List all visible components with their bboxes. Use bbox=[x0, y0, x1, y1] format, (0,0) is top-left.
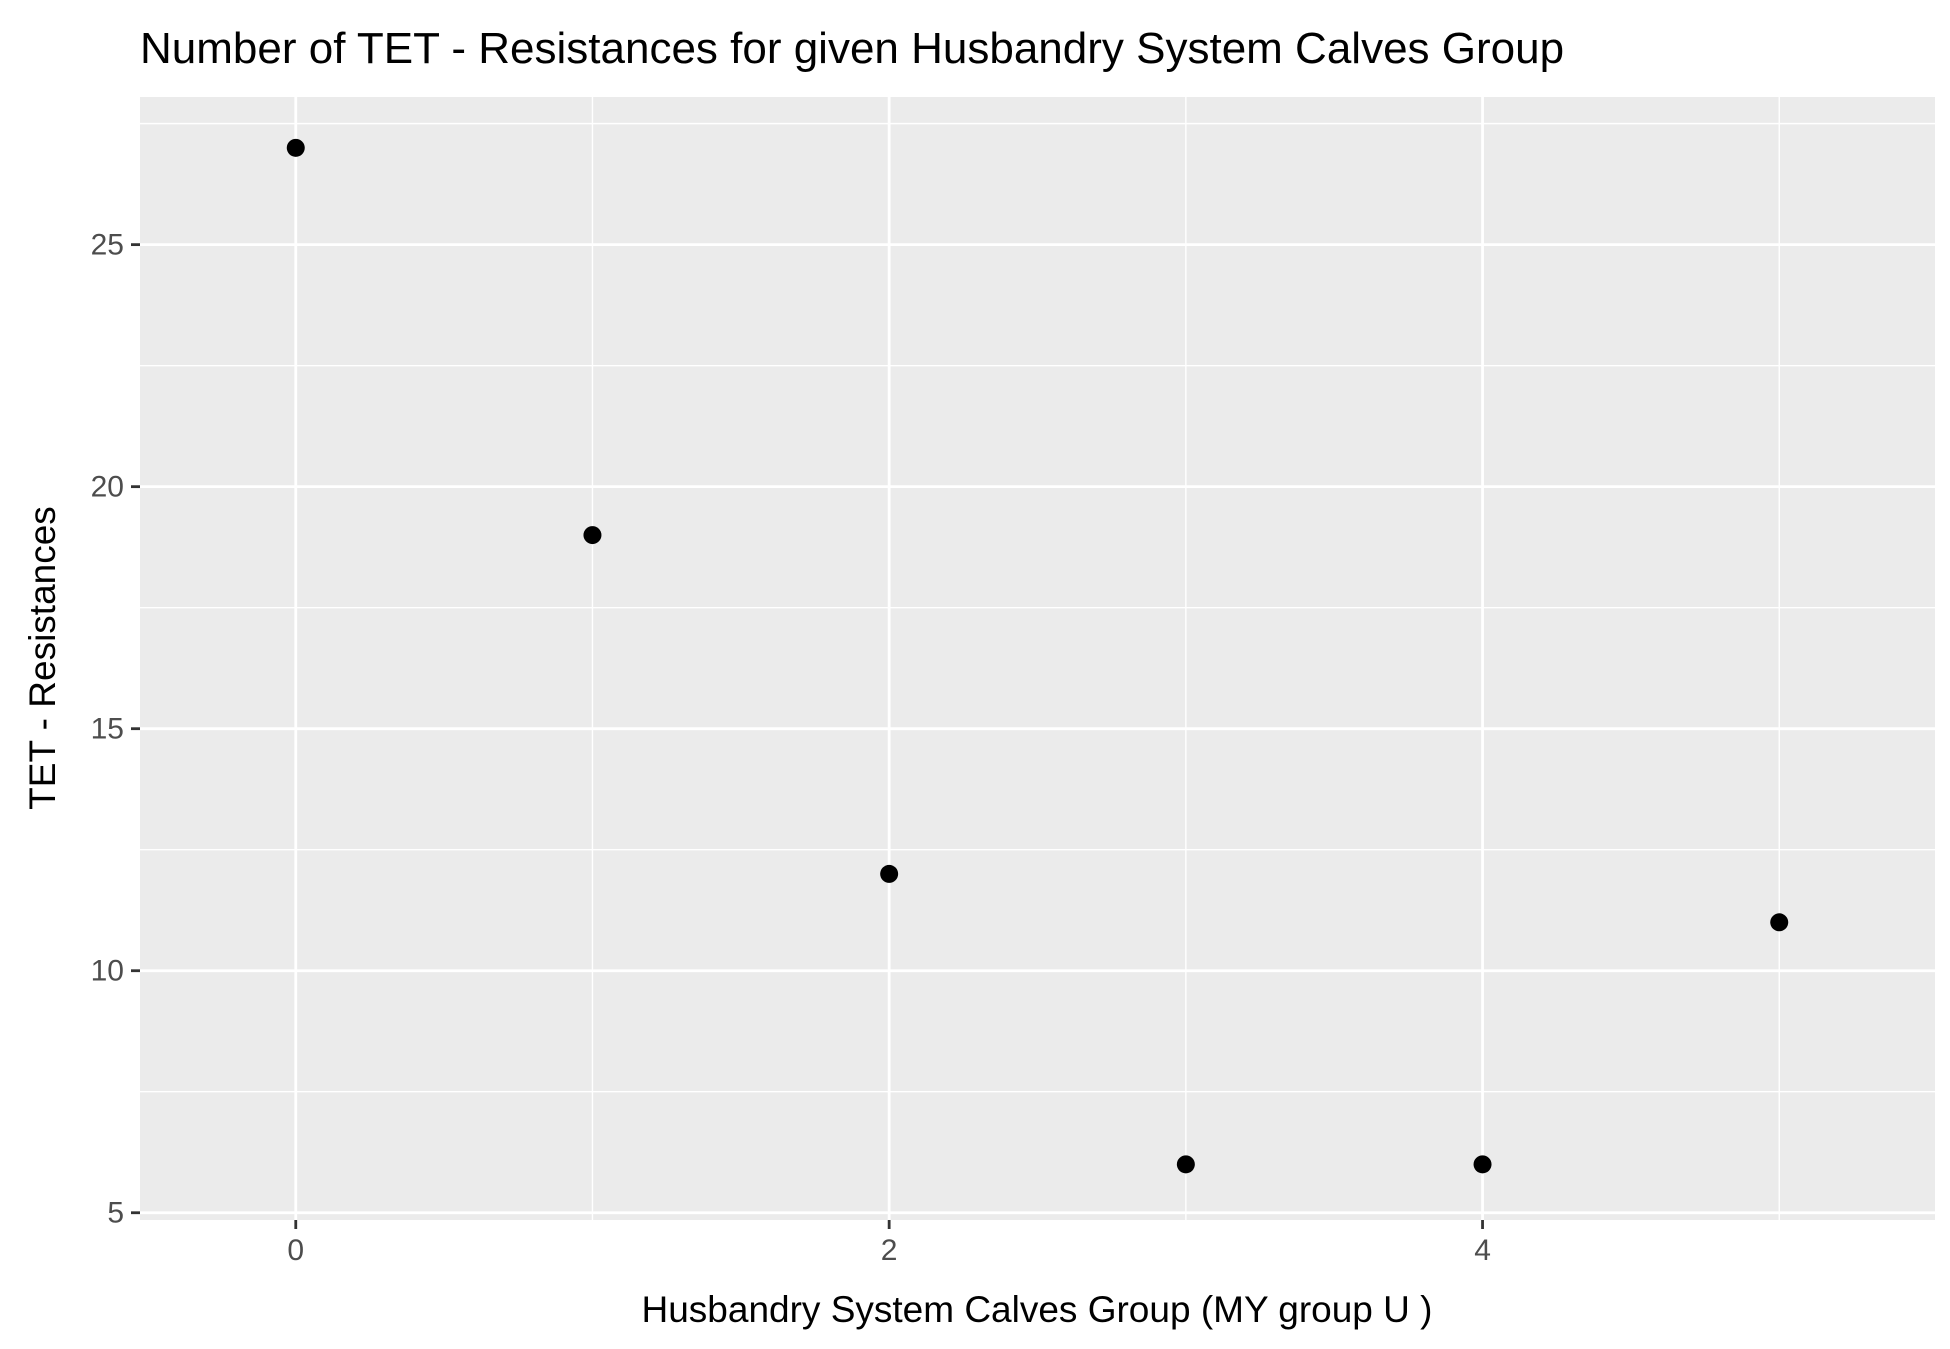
data-points bbox=[286, 138, 1789, 1174]
y-tick-label: 10 bbox=[91, 955, 124, 988]
data-point bbox=[1176, 1155, 1195, 1174]
data-point bbox=[286, 138, 305, 157]
data-point bbox=[1770, 913, 1789, 932]
chart-title: Number of TET - Resistances for given Hu… bbox=[140, 24, 1564, 73]
data-point bbox=[880, 864, 899, 883]
y-tick-label: 25 bbox=[91, 229, 124, 262]
y-tick-label: 5 bbox=[107, 1197, 124, 1230]
y-axis-title: TET - Resistances bbox=[22, 506, 63, 810]
x-tick-label: 2 bbox=[881, 1234, 898, 1267]
x-axis: 0 2 4 bbox=[287, 1220, 1491, 1267]
y-tick-label: 20 bbox=[91, 471, 124, 504]
data-point bbox=[583, 526, 602, 545]
x-tick-label: 0 bbox=[287, 1234, 304, 1267]
minor-grid-lines bbox=[140, 97, 1935, 1220]
x-tick-label: 4 bbox=[1474, 1234, 1491, 1267]
data-point bbox=[1473, 1155, 1492, 1174]
plot-panel bbox=[140, 97, 1935, 1220]
major-grid-lines bbox=[140, 97, 1935, 1220]
x-axis-title: Husbandry System Calves Group (MY group … bbox=[641, 1289, 1432, 1330]
y-tick-label: 15 bbox=[91, 713, 124, 746]
y-axis: 5 10 15 20 25 bbox=[91, 229, 140, 1230]
